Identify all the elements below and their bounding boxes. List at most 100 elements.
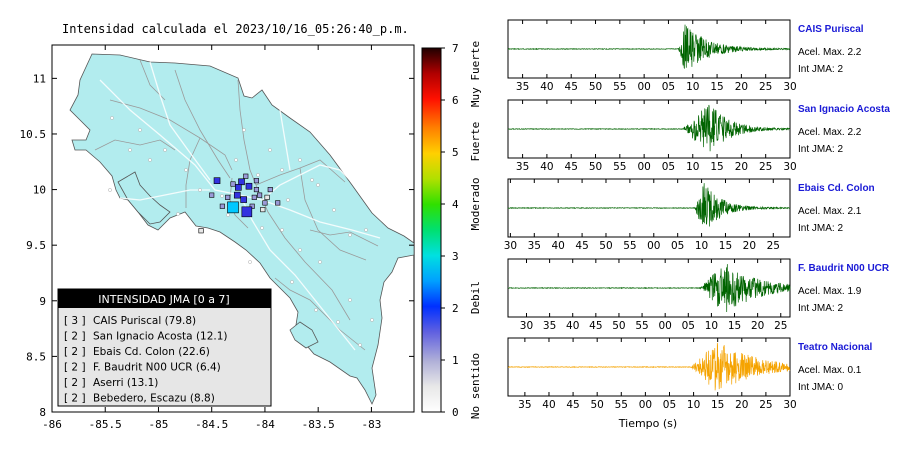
station-max-acceleration: Acel. Max. 2.1	[798, 206, 862, 217]
seismogram-tick-label: 30	[783, 399, 796, 411]
station-marker	[235, 184, 242, 191]
city-dot	[298, 158, 302, 162]
city-dot	[234, 158, 238, 162]
seismogram-tick-label: 55	[615, 399, 628, 411]
seismogram-waveform	[507, 342, 791, 391]
legend-entry-code: [ 2 ]	[64, 377, 86, 389]
city-dot	[256, 173, 260, 177]
seismogram-tick-label: 25	[759, 81, 772, 93]
seismogram-tick-label: 15	[711, 399, 724, 411]
station-marker-main	[227, 201, 239, 214]
city-dot	[108, 188, 112, 192]
city-dot	[260, 226, 264, 230]
seismogram-tick-label: 10	[687, 399, 700, 411]
seismogram-tick-label: 50	[589, 81, 602, 93]
seismogram-tick-label: 15	[710, 81, 723, 93]
map-x-tick-label: -85.5	[89, 418, 122, 431]
seismogram-tick-label: 35	[516, 161, 529, 173]
seismogram-tick-label: 15	[710, 161, 723, 173]
seismogram-tick-label: 55	[613, 81, 626, 93]
city-dot	[268, 148, 272, 152]
station-marker	[225, 194, 231, 200]
city-dot	[358, 343, 362, 347]
seismogram-tick-label: 10	[686, 81, 699, 93]
station-marker	[240, 196, 247, 203]
colorbar-tick-label: 5	[452, 146, 459, 159]
osa-peninsula	[289, 321, 319, 349]
seismogram-tick-label: 50	[599, 240, 612, 252]
intensity-legend: INTENSIDAD JMA [0 a 7] [ 3 ] CAIS Purisca…	[57, 288, 272, 407]
seismogram-tick-label: 10	[695, 240, 708, 252]
city-dot	[138, 128, 142, 132]
colorbar-tick-label: 3	[452, 250, 459, 263]
city-dot	[290, 280, 294, 284]
station-name-label: F. Baudrit N00 UCR	[798, 263, 890, 274]
seismogram-tick-label: 05	[663, 399, 676, 411]
station-jma-intensity: Int JMA: 2	[798, 223, 844, 234]
seismogram-tick-label: 15	[728, 320, 741, 332]
seismogram-tick-label: 20	[743, 240, 756, 252]
colorbar: 0 1 2 3 4 5 6 7 No sentido Debil Moderado Fuerte Mu…	[421, 41, 482, 419]
station-marker	[245, 182, 253, 190]
legend-entry-code: [ 2 ]	[64, 362, 86, 374]
city-dot	[220, 194, 224, 198]
city-dot	[110, 116, 114, 120]
seismogram-tick-label: 45	[575, 240, 588, 252]
seismogram-tick-label: 00	[658, 320, 671, 332]
legend-entry-code: [ 2 ]	[64, 393, 86, 405]
seismogram-tick-label: 30	[520, 320, 533, 332]
city-dot	[298, 248, 302, 252]
colorbar-category-label: Debil	[469, 281, 482, 314]
seismogram-tick-label: 40	[551, 240, 564, 252]
station-name-label: CAIS Puriscal	[798, 24, 864, 35]
colorbar-tick-label: 0	[452, 406, 459, 419]
station-marker	[264, 194, 270, 200]
seismogram-tick-label: 15	[719, 240, 732, 252]
seismogram-tick-label: 30	[504, 240, 517, 252]
seismogram-x-label: Tiempo (s)	[618, 417, 677, 430]
seismogram-waveform	[507, 24, 791, 69]
colorbar-category-label: Fuerte	[469, 122, 482, 162]
station-marker	[213, 177, 221, 184]
seismogram-tick-label: 55	[613, 161, 626, 173]
city-dot	[348, 298, 352, 302]
station-marker	[251, 194, 257, 200]
city-dot	[198, 188, 202, 192]
seismogram-tick-label: 55	[635, 320, 648, 332]
seismogram-tick-label: 55	[623, 240, 636, 252]
legend-box	[57, 288, 272, 407]
seismogram-trace-panel: 30 35 40 45 50 55 00 05 10 15 20 25	[507, 258, 791, 332]
city-dot	[332, 208, 336, 212]
city-dot	[336, 320, 340, 324]
colorbar-category-label: Moderado	[469, 178, 482, 231]
map-x-tick-label: -83	[361, 418, 381, 431]
station-jma-intensity: Int JMA: 2	[798, 144, 844, 155]
nicoya-peninsula	[117, 171, 171, 225]
seismogram-tick-label: 40	[542, 399, 555, 411]
station-marker	[260, 207, 266, 213]
station-marker	[219, 203, 225, 209]
seismogram-waveform	[507, 183, 791, 227]
seismogram-tick-label: 00	[637, 81, 650, 93]
map-y-tick-label: 10.5	[20, 128, 47, 141]
colorbar-ramp	[421, 47, 442, 413]
station-jma-intensity: Int JMA: 0	[798, 382, 844, 393]
seismogram-trace-panel: 35 40 45 50 55 00 05 10 15 20 25 30	[507, 99, 797, 173]
seismogram-tick-label: 25	[767, 240, 780, 252]
legend-entry-text: San Ignacio Acosta (12.1)	[93, 331, 228, 343]
legend-entry-text: Ebais Cd. Colon (22.6)	[93, 346, 210, 358]
colorbar-tick-label: 4	[452, 198, 459, 211]
map-x-axis: -86 -85.5 -85 -84.5 -84 -83.5 -83	[42, 45, 381, 431]
station-name-label: Teatro Nacional	[798, 342, 873, 353]
map-y-tick-label: 10	[33, 184, 46, 197]
seismogram-tick-label: 45	[566, 399, 579, 411]
seismogram-tick-label: 05	[671, 240, 684, 252]
seismogram-trace-panel: 30 35 40 45 50 55 00 05 10 15 20 25	[504, 178, 791, 252]
legend-entry-text: CAIS Puriscal (79.8)	[93, 315, 196, 327]
station-marker	[267, 187, 273, 193]
city-dot	[280, 228, 284, 232]
station-marker	[253, 187, 259, 193]
city-dot	[242, 128, 246, 132]
legend-header	[58, 289, 271, 308]
colorbar-category-label: Muy Fuerte	[469, 41, 482, 107]
